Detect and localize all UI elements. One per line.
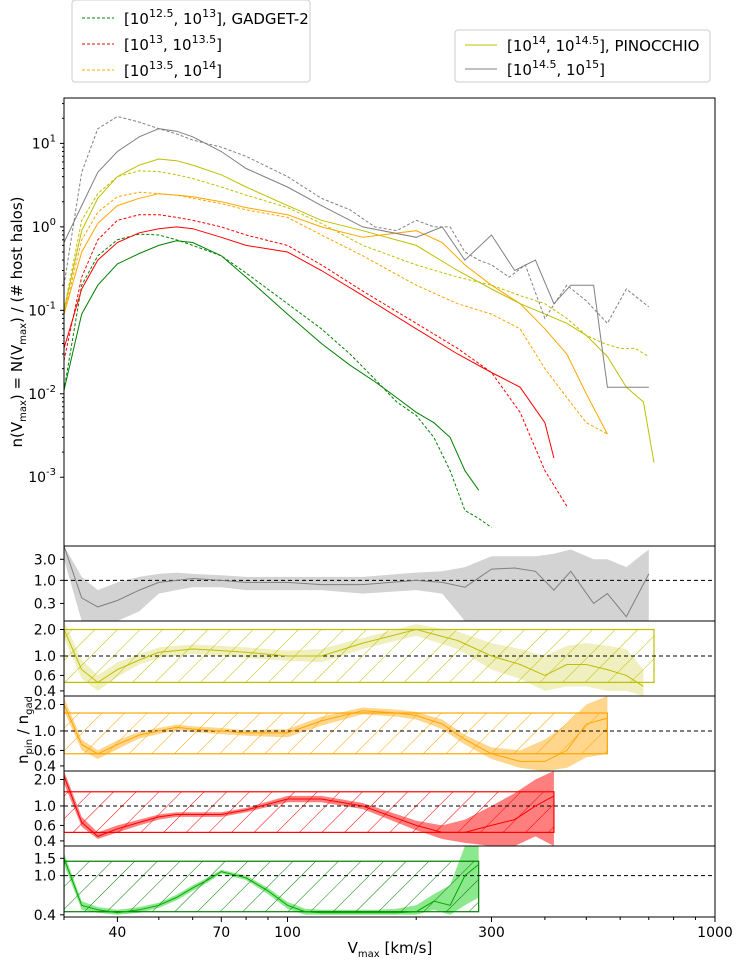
ratio-red-hatched-box [64,791,555,833]
ratio-gray-y-tick-label: 0.3 [34,596,56,612]
x-tick-label: 40 [108,925,126,941]
main-y-tick-label: 10-2​ [28,384,56,403]
main-series-line-6 [63,170,650,357]
x-tick-label: 1000 [697,925,733,941]
ratio-red-y-tick-label: 0.4 [34,834,56,850]
ratio-orange-hatched-box [64,712,608,755]
ratio-red-ratio-line [64,775,555,837]
x-tick-label: 300 [478,925,505,941]
x-axis: 40 70 100 300 1000 [63,917,733,941]
ratio-orange-y-tick-label: 0.4 [34,759,56,775]
x-tick-label: 70 [212,925,230,941]
main-series-line-7 [63,158,655,463]
ratio-red-panel: 0.40.6 1.0 2.0 [34,770,716,850]
ratio-olive-y-tick-label: 2.0 [34,623,56,639]
ratio-green-panel: 0.4 1.0 1.5 [34,845,716,924]
ratio-gray-ratio-line [64,546,650,618]
main-series-line-3 [63,226,555,459]
main-series-line-9 [63,128,649,388]
main-y-tick-label: 10-1​ [28,300,56,319]
ratio-olive-ratio-line [64,628,644,687]
ratio-olive-y-tick-label: 0.6 [34,668,56,684]
legend-left-entry-label: [1013.5​, 1014​] [124,59,222,80]
ratio-orange-y-tick-label: 0.6 [34,743,56,759]
ratio-green-y-tick-label: 1.5 [34,851,56,867]
ratio-orange-band [64,696,608,771]
ratio-orange-y-tick-label: 1.0 [34,724,56,740]
main-series-line-4 [63,191,608,435]
main-series-line-2 [63,214,568,507]
ratio-panels: 0.31.03.00.40.61.02.00.40.61.02.00.40.61… [34,545,716,924]
legend-right-entry-label: [1014.5​, 1015​] [507,58,605,79]
ratio-orange-panel: 0.40.6 1.0 2.0 [34,695,716,775]
main-series-line-5 [63,193,608,435]
ratio-olive-panel: 0.40.6 1.0 2.0 [34,620,716,700]
ratio-gray-panel: 0.3 1.0 3.0 [34,545,716,622]
main-plot: 10-3​ 10-2​ 10-1​ 100​ 101​ [28,97,716,547]
legend-right: [1014​, 1014.5​], PINOCCHIO [1014.5​, 101… [454,29,711,83]
main-series-line-1 [63,240,480,491]
ratio-green-frame [63,845,716,918]
ratio-green-hatched-box [64,860,480,913]
main-y-tick-label: 101​ [32,133,56,152]
main-series-line-8 [63,115,650,325]
legend-left-entry-label: [1012.5​, 1013​], GADGET-2 [124,7,309,28]
ratio-red-y-tick-label: 0.6 [34,818,56,834]
ratio-red-y-tick-label: 1.0 [34,799,56,815]
ratio-orange-ratio-line [64,704,608,762]
legend-right-entry-label: [1014​, 1014.5​], PINOCCHIO [507,34,699,55]
ratio-olive-y-tick-label: 1.0 [34,649,56,665]
ratio-red-y-tick-label: 2.0 [34,773,56,789]
x-axis-label: Vmax [km/s] [348,939,433,960]
ratio-green-y-tick-label: 1.0 [34,869,56,885]
ratio-gray-band [64,546,649,621]
ratio-gray-y-tick-label: 1.0 [34,573,56,589]
main-y-tick-label: 10-3​ [28,467,56,486]
ratio-green-ratio-line [64,858,480,914]
main-plot-frame [63,97,716,547]
main-y-tick-label: 100​ [32,217,56,236]
main-series-line-0 [63,233,492,528]
main-y-axis-label: n(Vmax) = N(Vmax) / (# host halos) [8,196,29,447]
ratio-olive-y-tick-label: 0.4 [34,684,56,700]
ratio-y-axis-label: npin / ngad [14,696,35,764]
ratio-gray-y-tick-label: 3.0 [34,552,56,568]
ratio-orange-y-tick-label: 2.0 [34,698,56,714]
ratio-green-y-tick-label: 0.4 [34,908,56,924]
x-tick-label: 100 [274,925,301,941]
legend-left: [1012.5​, 1013​], GADGET-2 [1013​, 1013.5… [71,0,311,83]
legend-left-entry-label: [1013​, 1013.5​] [124,33,222,54]
